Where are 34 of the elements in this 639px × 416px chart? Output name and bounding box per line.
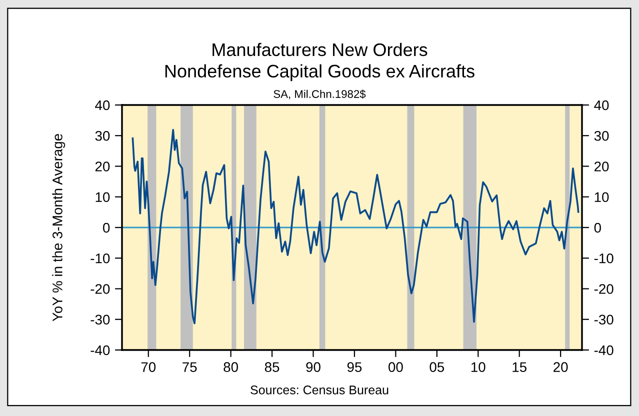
source-note: Sources: Census Bureau	[250, 386, 388, 394]
y-tick-label: 20	[95, 162, 110, 172]
y-tick-label: -30	[90, 314, 110, 325]
y-tick-label: 10	[96, 192, 110, 202]
x-tick-label: 05	[430, 362, 444, 372]
x-tick-label: 75	[182, 362, 197, 372]
y-tick-label: -10	[90, 253, 110, 264]
x-tick-label: 15	[512, 362, 526, 372]
y2-tick-label: -40	[594, 345, 614, 356]
y2-tick-label: 30	[594, 130, 609, 141]
y2-tick-label: 0	[594, 222, 601, 233]
y-tick-label: -40	[90, 345, 110, 356]
y2-tick-label: -10	[594, 253, 614, 264]
y-tick-label: 40	[95, 100, 110, 110]
chart-title: Manufacturers New Orders Nondefense Capital Goods ex Aircrafts	[165, 42, 474, 82]
x-tick-label: 85	[264, 362, 280, 372]
y2-tick-label: 10	[594, 192, 609, 202]
y2-tick-label: -30	[594, 314, 614, 325]
x-tick-label: 80	[224, 362, 238, 372]
x-tick-label: 95	[347, 362, 362, 372]
y2-tick-label: -20	[594, 284, 614, 294]
x-tick-label: 90	[306, 362, 320, 372]
y-tick-label: 30	[95, 130, 110, 141]
y2-tick-label: 40	[594, 100, 609, 110]
y2-tick-label: 20	[594, 162, 609, 172]
x-tick-label: 20	[554, 362, 568, 372]
chart-subtitle: SA, Mil.Chn.1982$	[274, 90, 366, 100]
line-series	[132, 128, 580, 324]
y-tick-label: 0	[103, 222, 110, 233]
y-axis-title: YoY % in the 3-Month Average	[52, 134, 66, 322]
x-tick-label: 70	[141, 362, 156, 372]
x-tick-label: 10	[471, 362, 486, 372]
y-tick-label: -20	[90, 284, 110, 294]
x-tick-label: 00	[388, 362, 403, 372]
